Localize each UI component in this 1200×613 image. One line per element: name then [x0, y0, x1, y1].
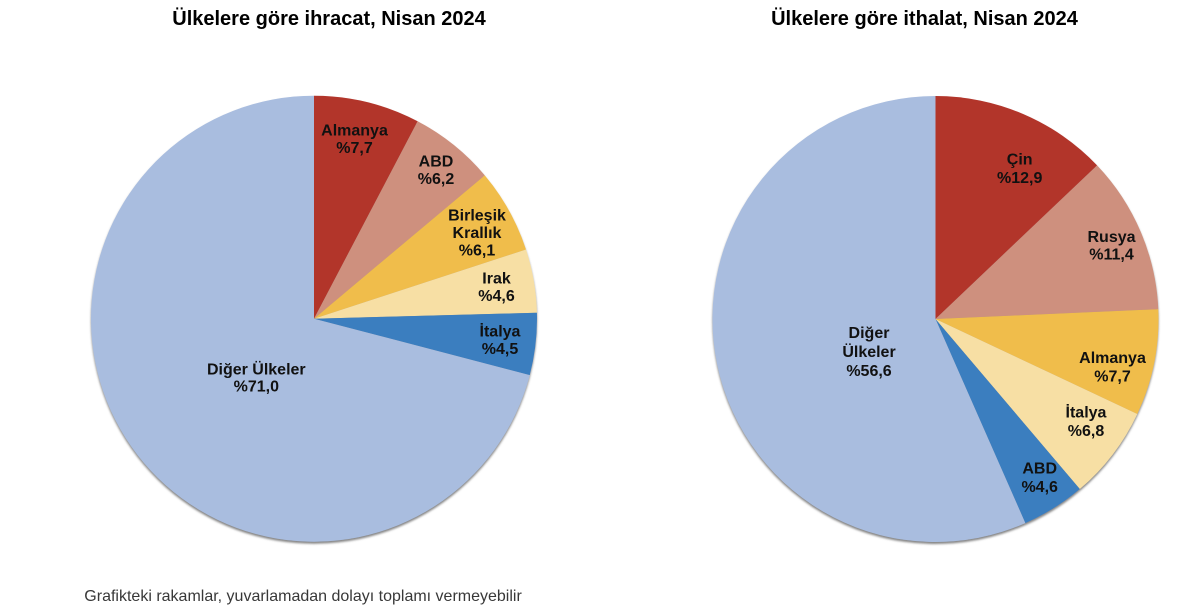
- svg-text:ABD: ABD: [419, 154, 454, 171]
- svg-text:Grafikteki rakamlar, yuvarlama: Grafikteki rakamlar, yuvarlamadan dolayı…: [84, 588, 522, 605]
- svg-text:Krallık: Krallık: [453, 225, 502, 242]
- svg-text:%71,0: %71,0: [234, 378, 279, 395]
- svg-text:Almanya: Almanya: [321, 122, 388, 139]
- svg-text:Ülkelere göre ithalat, Nisan 2: Ülkelere göre ithalat, Nisan 2024: [771, 7, 1079, 30]
- svg-text:Çin: Çin: [1007, 152, 1033, 169]
- svg-text:ABD: ABD: [1022, 461, 1057, 478]
- svg-text:%7,7: %7,7: [1094, 368, 1131, 385]
- svg-text:İtalya: İtalya: [480, 323, 521, 341]
- svg-text:%6,8: %6,8: [1068, 423, 1105, 440]
- svg-text:Birleşik: Birleşik: [448, 208, 506, 225]
- svg-text:%56,6: %56,6: [846, 363, 891, 380]
- svg-text:Diğer Ülkeler: Diğer Ülkeler: [207, 359, 306, 378]
- svg-text:İtalya: İtalya: [1066, 404, 1107, 422]
- svg-text:%11,4: %11,4: [1089, 247, 1134, 264]
- svg-text:Ülkeler: Ülkeler: [842, 342, 895, 361]
- svg-text:%4,6: %4,6: [478, 288, 515, 305]
- svg-text:%6,1: %6,1: [459, 243, 496, 260]
- svg-text:Irak: Irak: [482, 271, 511, 288]
- svg-text:%4,5: %4,5: [482, 341, 519, 358]
- svg-text:Rusya: Rusya: [1087, 229, 1135, 246]
- svg-text:%4,6: %4,6: [1021, 479, 1058, 496]
- svg-text:%12,9: %12,9: [997, 170, 1042, 187]
- svg-text:%6,2: %6,2: [418, 171, 455, 188]
- svg-text:Diğer: Diğer: [849, 325, 890, 342]
- svg-text:Ülkelere göre ihracat, Nisan 2: Ülkelere göre ihracat, Nisan 2024: [172, 7, 486, 30]
- svg-text:%7,7: %7,7: [336, 140, 373, 157]
- svg-text:Almanya: Almanya: [1079, 350, 1146, 367]
